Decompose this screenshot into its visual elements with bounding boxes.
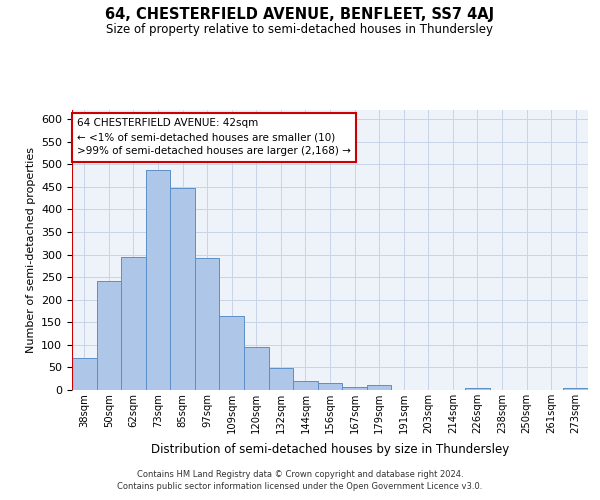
- Text: 64, CHESTERFIELD AVENUE, BENFLEET, SS7 4AJ: 64, CHESTERFIELD AVENUE, BENFLEET, SS7 4…: [106, 8, 494, 22]
- Text: Contains HM Land Registry data © Crown copyright and database right 2024.: Contains HM Land Registry data © Crown c…: [137, 470, 463, 479]
- Bar: [195, 258, 220, 390]
- Bar: [563, 388, 588, 390]
- Bar: [269, 368, 293, 390]
- Text: Contains public sector information licensed under the Open Government Licence v3: Contains public sector information licen…: [118, 482, 482, 491]
- Text: Size of property relative to semi-detached houses in Thundersley: Size of property relative to semi-detach…: [107, 22, 493, 36]
- Bar: [318, 383, 342, 390]
- Bar: [121, 257, 146, 390]
- Bar: [244, 346, 269, 390]
- Bar: [97, 280, 121, 390]
- Bar: [465, 388, 490, 390]
- Y-axis label: Number of semi-detached properties: Number of semi-detached properties: [26, 147, 35, 353]
- Bar: [220, 316, 244, 390]
- Bar: [146, 170, 170, 390]
- Bar: [170, 188, 195, 390]
- Bar: [342, 387, 367, 390]
- Bar: [72, 358, 97, 390]
- Bar: [293, 381, 318, 390]
- Bar: [367, 386, 391, 390]
- Text: 64 CHESTERFIELD AVENUE: 42sqm
← <1% of semi-detached houses are smaller (10)
>99: 64 CHESTERFIELD AVENUE: 42sqm ← <1% of s…: [77, 118, 351, 156]
- Text: Distribution of semi-detached houses by size in Thundersley: Distribution of semi-detached houses by …: [151, 442, 509, 456]
